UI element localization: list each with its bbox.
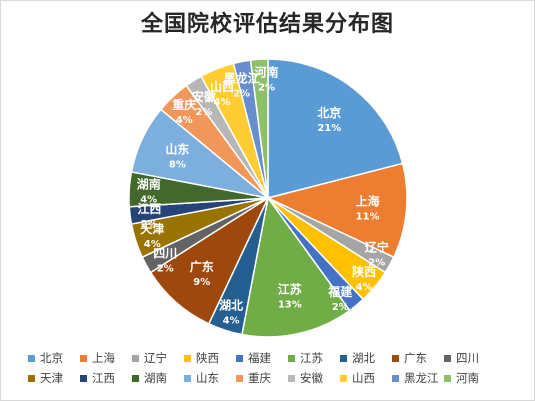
slice-label-17: 河南	[253, 65, 278, 80]
legend-label: 福建	[248, 351, 271, 365]
legend-item-1: 上海	[80, 350, 132, 366]
slice-value-12: 8%	[169, 159, 186, 170]
legend-item-16: 黑龙江	[392, 370, 444, 386]
slice-label-8: 四川	[153, 247, 177, 261]
legend-swatch	[444, 354, 451, 362]
pie-slice-0	[267, 58, 404, 199]
slice-label-9: 天津	[140, 221, 164, 236]
legend-swatch	[184, 374, 191, 382]
legend-item-5: 江苏	[288, 350, 340, 366]
slice-value-3: 4%	[356, 282, 373, 293]
slice-value-1: 11%	[356, 211, 380, 222]
slice-value-5: 13%	[278, 300, 302, 311]
slice-label-10: 江西	[137, 201, 161, 216]
slice-label-6: 湖北	[219, 298, 243, 313]
legend-item-11: 湖南	[132, 370, 184, 386]
legend-item-10: 江西	[80, 370, 132, 386]
slice-label-2: 辽宁	[365, 240, 389, 255]
slice-label-4: 福建	[327, 284, 353, 299]
legend-swatch	[340, 374, 347, 382]
legend-swatch	[236, 354, 243, 362]
pie-slice-17	[249, 58, 269, 199]
chart-title: 全国院校评估结果分布图	[140, 12, 394, 37]
legend-label: 河南	[456, 371, 479, 385]
slice-label-12: 山东	[165, 141, 189, 156]
legend-item-14: 安徽	[288, 370, 340, 386]
legend-label: 山西	[352, 371, 375, 385]
legend-swatch	[392, 354, 399, 362]
slice-value-6: 4%	[223, 316, 240, 327]
slice-value-9: 4%	[144, 239, 161, 250]
legend-item-4: 福建	[236, 350, 288, 366]
slice-label-1: 上海	[356, 193, 380, 208]
legend-item-2: 辽宁	[132, 350, 184, 366]
slice-value-0: 21%	[317, 123, 341, 134]
legend-label: 安徽	[300, 371, 323, 385]
legend-label: 山东	[196, 371, 219, 385]
legend-label: 天津	[40, 371, 63, 385]
slice-label-5: 江苏	[278, 282, 302, 297]
legend-label: 重庆	[248, 371, 271, 385]
legend-swatch	[340, 354, 347, 362]
legend-item-6: 湖北	[340, 350, 392, 366]
legend-swatch	[80, 374, 87, 382]
legend: 北京 上海 辽宁 陕西 福建 江苏 湖北 广东 四川天津 江西 湖南 山东 重庆 安徽 山西 黑龙江 河南	[28, 350, 518, 386]
slice-label-7: 广东	[190, 259, 214, 274]
legend-swatch	[28, 354, 35, 362]
slice-value-17: 2%	[258, 83, 275, 94]
slice-value-2: 2%	[368, 258, 385, 269]
slice-label-14: 安徽	[192, 89, 217, 104]
legend-label: 湖北	[352, 351, 375, 365]
legend-label: 上海	[92, 351, 115, 365]
legend-swatch	[288, 374, 295, 382]
slice-value-10: 2%	[141, 219, 158, 230]
legend-swatch	[184, 354, 191, 362]
slice-label-11: 湖南	[137, 177, 161, 192]
legend-swatch	[132, 354, 139, 362]
legend-item-13: 重庆	[236, 370, 288, 386]
legend-swatch	[132, 374, 139, 382]
legend-item-17: 河南	[444, 370, 496, 386]
legend-label: 北京	[40, 351, 63, 365]
legend-swatch	[80, 354, 87, 362]
legend-label: 四川	[456, 351, 479, 365]
legend-label: 辽宁	[144, 351, 167, 365]
slice-value-11: 4%	[140, 195, 157, 206]
legend-label: 黑龙江	[404, 371, 439, 385]
legend-swatch	[288, 354, 295, 362]
slice-label-0: 北京	[317, 105, 341, 120]
legend-label: 湖南	[144, 371, 167, 385]
slice-value-16: 2%	[233, 89, 250, 100]
legend-item-8: 四川	[444, 350, 496, 366]
pie-slice-7	[149, 195, 270, 325]
legend-item-0: 北京	[28, 350, 80, 366]
legend-item-15: 山西	[340, 370, 392, 386]
slice-label-3: 陕西	[352, 264, 376, 279]
slice-value-7: 9%	[193, 277, 210, 288]
legend-swatch	[28, 374, 35, 382]
legend-item-9: 天津	[28, 370, 80, 386]
legend-swatch	[236, 374, 243, 382]
slice-value-13: 4%	[176, 115, 193, 126]
legend-label: 陕西	[196, 351, 219, 365]
legend-label: 广东	[404, 351, 427, 365]
slice-label-15: 山西	[210, 79, 234, 94]
legend-item-12: 山东	[184, 370, 236, 386]
pie-slice-1	[265, 162, 408, 259]
legend-item-3: 陕西	[184, 350, 236, 366]
slice-value-4: 2%	[332, 302, 349, 313]
legend-label: 江苏	[300, 351, 323, 365]
legend-swatch	[392, 374, 399, 382]
legend-label: 江西	[92, 371, 115, 385]
slice-value-14: 2%	[195, 107, 212, 118]
legend-swatch	[444, 374, 451, 382]
slice-label-16: 黑龙江	[224, 71, 260, 86]
slice-value-8: 2%	[157, 264, 174, 275]
pie-slice-5	[241, 196, 351, 338]
slice-label-13: 重庆	[172, 97, 196, 112]
legend-item-7: 广东	[392, 350, 444, 366]
slice-value-15: 4%	[214, 97, 231, 108]
